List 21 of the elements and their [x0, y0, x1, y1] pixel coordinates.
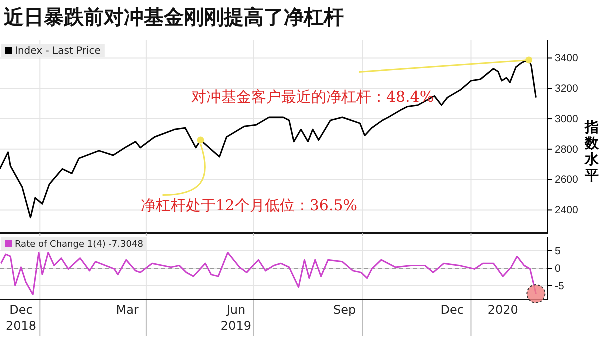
y-tick-label: 2800: [555, 144, 579, 156]
x-tick-label: Dec 2018: [6, 303, 37, 333]
y-tick-label: 2600: [555, 174, 579, 186]
x-tick-label: Mar: [116, 303, 139, 317]
legend-label: Rate of Change 1(4) -7.3048: [15, 240, 144, 250]
y-tick-label: 2400: [555, 204, 579, 217]
x-tick-label: Sep: [334, 303, 356, 317]
x-tick-label: 2020: [488, 303, 518, 317]
y-axis-title: 指数水平: [584, 120, 600, 184]
y-tick-label: 5: [555, 245, 561, 258]
y-tick-label: 3000: [555, 113, 579, 126]
y-tick-label: 0: [555, 262, 561, 275]
legend-label: Index - Last Price: [15, 46, 101, 57]
y-tick-label: -5: [555, 280, 564, 292]
chart-title: 近日暴跌前对冲基金刚刚提高了净杠杆: [3, 5, 344, 29]
y-tick-label: 3400: [555, 52, 579, 65]
x-tick-label: Jun 2019: [220, 303, 252, 333]
annotation: 净杠杆处于12个月低位：36.5%: [140, 196, 358, 214]
x-tick-label: Dec: [440, 303, 464, 317]
y-tick-label: 3200: [555, 82, 579, 95]
annotation: 对冲基金客户最近的净杠杆：48.4%: [191, 88, 434, 106]
